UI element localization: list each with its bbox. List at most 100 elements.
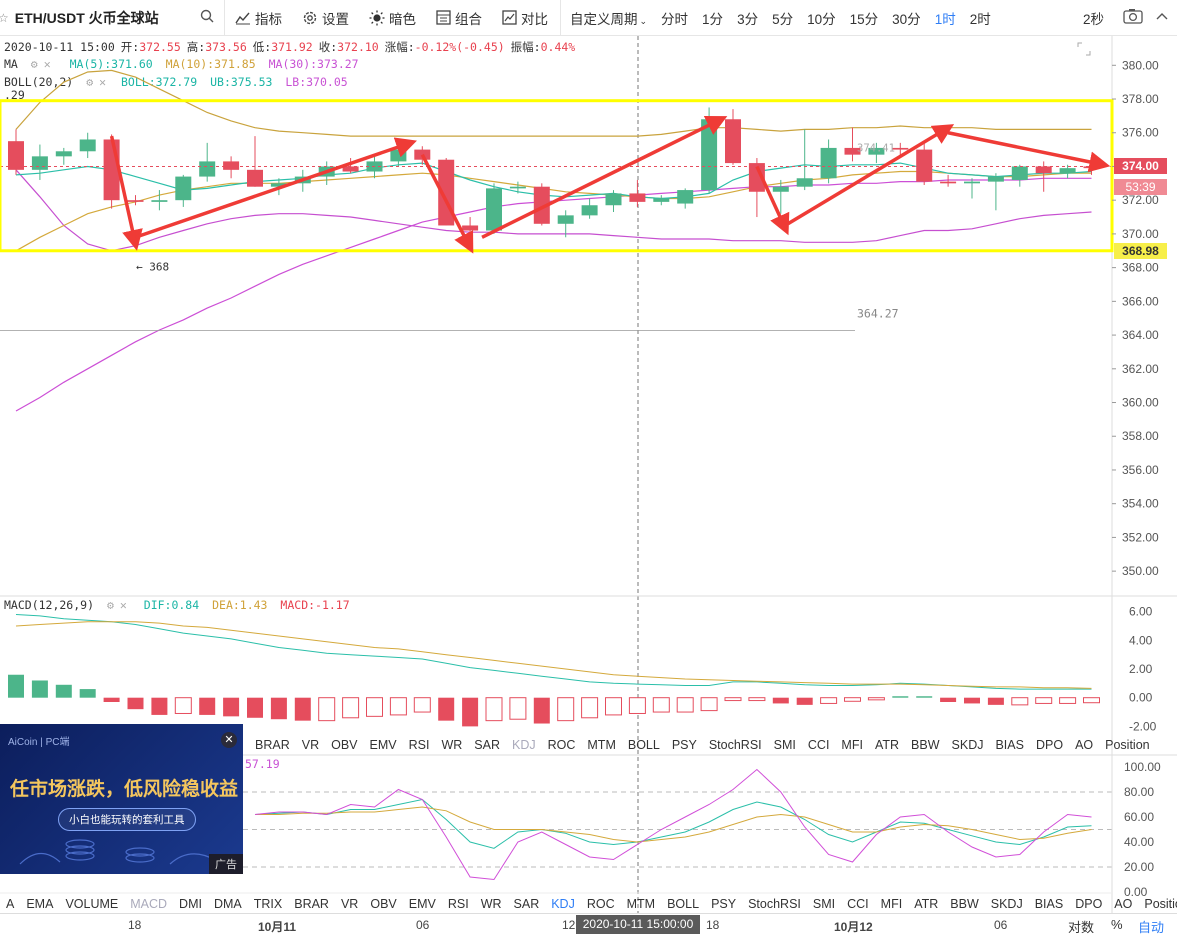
indicator-tab-lower-bias[interactable]: BIAS (1034, 897, 1064, 911)
indicator-tab-wr[interactable]: WR (441, 738, 463, 752)
indicator-button[interactable]: 指标 (225, 0, 292, 35)
indicator-tab-rsi[interactable]: RSI (408, 738, 430, 752)
boll-lb-value: LB:370.05 (285, 75, 348, 89)
indicator-icon (235, 12, 250, 24)
period-5m[interactable]: 5分 (772, 11, 794, 27)
indicator-tab-boll[interactable]: BOLL (627, 738, 660, 752)
indicator-tab-lower-sar[interactable]: SAR (513, 897, 540, 911)
indicator-tab-bbw[interactable]: BBW (911, 738, 940, 752)
fullscreen-icon[interactable] (1077, 42, 1091, 59)
indicator-tab-cci[interactable]: CCI (807, 738, 830, 752)
indicator-tab-lower-brar[interactable]: BRAR (294, 897, 329, 911)
indicator-tab-lower-rsi[interactable]: RSI (447, 897, 469, 911)
indicator-tab-lower-obv[interactable]: OBV (370, 897, 397, 911)
indicator-tab-lower-dma[interactable]: DMA (213, 897, 242, 911)
macd-tick-label-3: 0.00 (1129, 691, 1153, 705)
faint-price-label: 374.41 (857, 142, 895, 154)
period-10m[interactable]: 10分 (807, 11, 836, 27)
settings-button[interactable]: 设置 (292, 0, 359, 35)
period-15m[interactable]: 15分 (849, 11, 879, 27)
macd-info: MACD(12,26,9) ⚙ ✕ DIF:0.84 DEA:1.43 MACD:… (4, 598, 356, 612)
kdj-tick-label-5: 0.00 (1124, 885, 1148, 899)
boll-close-icon[interactable]: ✕ (99, 75, 107, 89)
dark-mode-button[interactable]: 暗色 (359, 0, 426, 35)
percent-scale-toggle[interactable]: % (1111, 917, 1123, 932)
indicator-tab-lower-a[interactable]: A (6, 897, 15, 911)
low-level-label: 364.27 (857, 307, 899, 321)
indicator-tab-dpo[interactable]: DPO (1035, 738, 1064, 752)
ma-settings-icon[interactable]: ⚙ (30, 57, 38, 71)
compare-button[interactable]: 对比 (492, 0, 558, 35)
ad-subtitle: 小白也能玩转的套利工具 (58, 808, 196, 831)
indicator-tab-mtm[interactable]: MTM (587, 738, 616, 752)
star-icon[interactable]: ☆ (0, 10, 9, 25)
indicator-tab-lower-bbw[interactable]: BBW (950, 897, 979, 911)
indicator-tab-lower-ao[interactable]: AO (1114, 897, 1133, 911)
ma-close-icon[interactable]: ✕ (43, 57, 51, 71)
macd-close-icon[interactable]: ✕ (119, 598, 127, 612)
period-1h[interactable]: 1时 (934, 11, 956, 27)
indicator-tab-brar[interactable]: BRAR (255, 738, 290, 752)
indicator-tab-lower-dmi[interactable]: DMI (179, 897, 202, 911)
advertisement-banner[interactable]: AiCoin | PC端 ✕ 任市场涨跌，低风险稳收益 小白也能玩转的套利工具 … (0, 724, 243, 874)
combo-button[interactable]: 组合 (426, 0, 492, 35)
camera-icon[interactable] (1123, 8, 1143, 27)
kdj-info: 57.19 (245, 757, 286, 771)
indicator-tab-lower-macd[interactable]: MACD (130, 897, 168, 911)
symbol-area[interactable]: ☆ ETH/USDT 火币全球站 (0, 0, 225, 35)
period-1m[interactable]: 1分 (702, 11, 724, 27)
period-fenshi[interactable]: 分时 (661, 11, 689, 27)
indicator-tab-lower-mtm[interactable]: MTM (626, 897, 656, 911)
macd-settings-icon[interactable]: ⚙ (106, 598, 114, 612)
indicator-tab-lower-trix[interactable]: TRIX (253, 897, 283, 911)
period-2h[interactable]: 2时 (969, 11, 991, 27)
indicator-tab-lower-smi[interactable]: SMI (812, 897, 836, 911)
indicator-tab-stochrsi[interactable]: StochRSI (708, 738, 762, 752)
symbol-title[interactable]: ETH/USDT 火币全球站 (14, 9, 159, 26)
indicator-tab-lower-psy[interactable]: PSY (711, 897, 737, 911)
indicator-tab-lower-mfi[interactable]: MFI (880, 897, 903, 911)
indicator-tab-bias[interactable]: BIAS (995, 738, 1024, 752)
indicator-tab-lower-position[interactable]: Position (1144, 897, 1177, 911)
indicator-tab-lower-roc[interactable]: ROC (586, 897, 615, 911)
indicator-tab-emv[interactable]: EMV (369, 738, 397, 752)
indicator-tab-skdj[interactable]: SKDJ (951, 738, 984, 752)
indicator-tab-kdj[interactable]: KDJ (511, 738, 536, 752)
indicator-tab-lower-cci[interactable]: CCI (847, 897, 869, 911)
indicator-tab-position[interactable]: Position (1105, 738, 1150, 752)
indicator-tab-lower-stochrsi[interactable]: StochRSI (748, 897, 801, 911)
boll-settings-icon[interactable]: ⚙ (86, 75, 94, 89)
indicator-tab-lower-dpo[interactable]: DPO (1075, 897, 1103, 911)
indicator-tab-lower-boll[interactable]: BOLL (667, 897, 700, 911)
indicator-tab-smi[interactable]: SMI (773, 738, 796, 752)
period-30m[interactable]: 30分 (892, 11, 921, 27)
macd-bar-4 (103, 697, 120, 702)
macd-dif-value: DIF:0.84 (143, 598, 200, 612)
indicator-tab-vr[interactable]: VR (301, 738, 320, 752)
price-tick-label-4: 372.00 (1122, 193, 1159, 207)
close-icon[interactable]: ✕ (221, 732, 237, 748)
indicator-tab-lower-atr[interactable]: ATR (914, 897, 939, 911)
indicator-tab-lower-vr[interactable]: VR (340, 897, 359, 911)
auto-scale-toggle[interactable]: 自动 (1138, 920, 1165, 935)
macd-tick-label-1: 4.00 (1129, 633, 1153, 647)
indicator-tab-psy[interactable]: PSY (671, 738, 697, 752)
indicator-tab-ao[interactable]: AO (1075, 738, 1094, 752)
indicator-tab-lower-ema[interactable]: EMA (26, 897, 54, 911)
collapse-icon[interactable] (1155, 10, 1169, 25)
indicator-tab-mfi[interactable]: MFI (841, 738, 863, 752)
period-3m[interactable]: 3分 (737, 11, 759, 27)
indicator-tab-obv[interactable]: OBV (331, 738, 358, 752)
indicator-tab-roc[interactable]: ROC (547, 738, 576, 752)
indicator-tab-lower-kdj[interactable]: KDJ (551, 897, 575, 911)
indicator-tab-atr[interactable]: ATR (874, 738, 900, 752)
custom-period-dropdown[interactable]: 自定义周期 ⌄ (563, 8, 654, 28)
indicator-tab-sar[interactable]: SAR (474, 738, 500, 752)
search-icon[interactable] (200, 9, 214, 27)
indicator-tab-lower-volume[interactable]: VOLUME (65, 897, 119, 911)
log-scale-toggle[interactable]: 对数 (1068, 920, 1095, 935)
indicator-tab-lower-skdj[interactable]: SKDJ (990, 897, 1023, 911)
indicator-tab-lower-emv[interactable]: EMV (408, 897, 436, 911)
indicator-tab-lower-wr[interactable]: WR (480, 897, 502, 911)
refresh-interval[interactable]: 2秒 (1082, 11, 1104, 27)
